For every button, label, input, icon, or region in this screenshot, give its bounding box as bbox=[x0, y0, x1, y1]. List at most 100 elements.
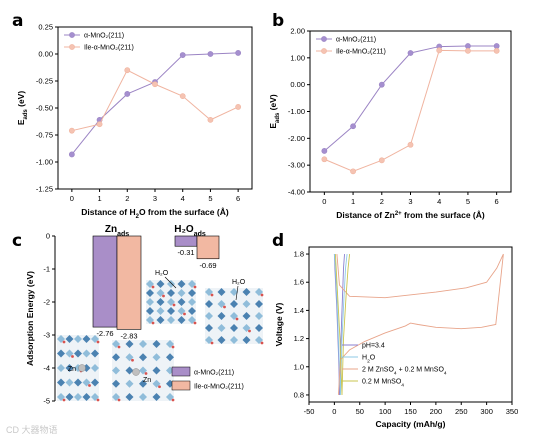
data-point bbox=[378, 81, 385, 88]
octahedron-shape bbox=[205, 336, 213, 344]
oxygen-atom bbox=[183, 312, 186, 316]
legend-label: H2O bbox=[362, 355, 376, 365]
panel-label-b: b bbox=[272, 11, 284, 31]
y-tick-label: -3 bbox=[43, 331, 50, 340]
octahedron-shape bbox=[166, 393, 174, 401]
data-point bbox=[124, 91, 131, 97]
x-tick-label: 3 bbox=[153, 194, 157, 203]
octahedron-shape bbox=[166, 353, 174, 362]
data-point bbox=[235, 104, 242, 110]
oxygen-atom bbox=[235, 317, 239, 321]
chart-d: 1.8 1.6 1.4 1.2 1.0 0.8-50 0 50 100 150 200 250 300 3… bbox=[274, 246, 519, 429]
chart-c: 0 -1 -2 -3 -4 -5 Adsorption Energy (eV) -2.76 -2… bbox=[25, 224, 264, 406]
octahedron-shape bbox=[74, 378, 82, 387]
x-tick-label: 6 bbox=[495, 197, 499, 206]
series-curve-3 bbox=[334, 253, 351, 395]
data-point bbox=[378, 157, 385, 164]
legend-swatch bbox=[171, 366, 191, 377]
legend-label: Ile-α-MnO₂(211) bbox=[336, 49, 386, 56]
annotation-arrow bbox=[235, 285, 239, 301]
octahedron-shape bbox=[57, 378, 65, 387]
legend-label: α-MnO₂(211) bbox=[84, 33, 124, 40]
octahedron-shape bbox=[156, 316, 165, 324]
y-axis-label: Eads (eV) bbox=[268, 94, 281, 128]
oxygen-atom bbox=[260, 341, 264, 345]
annotation-h2o: H₂O bbox=[232, 279, 246, 286]
x-axis-label: Capacity (mAh/g) bbox=[376, 419, 446, 429]
zn-structure-right bbox=[112, 340, 175, 402]
octahedron-shape bbox=[91, 349, 99, 358]
octahedron-shape bbox=[217, 336, 226, 344]
octahedron-shape bbox=[156, 280, 165, 288]
octahedron-shape bbox=[82, 349, 91, 358]
y-tick-label: 0.25 bbox=[38, 23, 53, 32]
octahedron-shape bbox=[177, 289, 186, 297]
octahedron-shape bbox=[242, 288, 251, 296]
octahedron-shape bbox=[167, 280, 175, 288]
octahedron-shape bbox=[166, 340, 174, 348]
octahedron-shape bbox=[139, 340, 147, 348]
octahedron-shape bbox=[188, 307, 196, 315]
oxygen-atom bbox=[223, 305, 226, 309]
oxygen-atom bbox=[193, 285, 197, 289]
x-tick-label: 100 bbox=[379, 407, 392, 416]
bar bbox=[174, 235, 198, 247]
octahedron-shape bbox=[217, 324, 226, 332]
legend-marker bbox=[69, 32, 75, 38]
octahedron-shape bbox=[125, 379, 134, 388]
oxygen-atom bbox=[62, 398, 66, 402]
octahedron-shape bbox=[112, 393, 120, 401]
data-point bbox=[179, 52, 186, 58]
octahedron-shape bbox=[205, 324, 213, 332]
octahedron-shape bbox=[146, 307, 154, 315]
oxygen-atom bbox=[193, 321, 197, 325]
bar-value-label: -2.76 bbox=[96, 329, 113, 338]
oxygen-atom bbox=[210, 293, 214, 297]
legend-label: Ile-α-MnO₂(211) bbox=[84, 45, 134, 52]
data-point bbox=[465, 47, 471, 54]
octahedron-shape bbox=[156, 289, 165, 297]
x-tick-label: -50 bbox=[304, 407, 315, 416]
zn-atom bbox=[78, 364, 86, 372]
series-line-0 bbox=[324, 45, 497, 152]
octahedron-shape bbox=[146, 316, 154, 324]
octahedron-shape bbox=[255, 300, 263, 308]
series-curve-2 bbox=[336, 253, 504, 395]
octahedron-shape bbox=[230, 300, 238, 308]
data-point bbox=[235, 50, 242, 56]
y-tick-label: -2 bbox=[43, 298, 50, 307]
octahedron-shape bbox=[242, 324, 251, 332]
y-tick-label: -3.00 bbox=[288, 161, 305, 170]
watermark-text: CD 大器物语 bbox=[6, 424, 58, 435]
octahedron-shape bbox=[152, 393, 161, 401]
octahedron-shape bbox=[74, 349, 82, 358]
octahedron-shape bbox=[146, 280, 154, 288]
octahedron-shape bbox=[230, 312, 238, 320]
octahedron-shape bbox=[82, 393, 91, 401]
data-point bbox=[207, 51, 214, 57]
octahedron-shape bbox=[146, 298, 154, 306]
oxygen-atom bbox=[71, 355, 74, 358]
octahedron-shape bbox=[177, 316, 186, 324]
octahedron-shape bbox=[91, 378, 99, 387]
h2o-structure-right bbox=[205, 288, 264, 345]
y-axis-label: Voltage (V) bbox=[274, 302, 284, 346]
octahedron-shape bbox=[74, 393, 82, 401]
octahedron-shape bbox=[112, 340, 120, 348]
octahedron-shape bbox=[188, 289, 196, 297]
data-point bbox=[321, 148, 328, 154]
h2o-structure-left bbox=[146, 280, 197, 325]
y-tick-label: -4.00 bbox=[288, 188, 305, 197]
legend-label: α-MnO₂(211) bbox=[336, 37, 376, 44]
x-tick-label: 350 bbox=[506, 407, 519, 416]
octahedron-shape bbox=[217, 300, 226, 308]
octahedron-shape bbox=[65, 378, 74, 387]
octahedron-shape bbox=[230, 336, 238, 344]
oxygen-atom bbox=[172, 303, 176, 307]
oxygen-atom bbox=[151, 321, 155, 325]
data-point bbox=[407, 141, 414, 148]
oxygen-atom bbox=[131, 358, 134, 362]
panel-label-d: d bbox=[272, 231, 284, 251]
octahedron-shape bbox=[152, 340, 161, 348]
legend-label: pH=3.4 bbox=[362, 343, 385, 350]
